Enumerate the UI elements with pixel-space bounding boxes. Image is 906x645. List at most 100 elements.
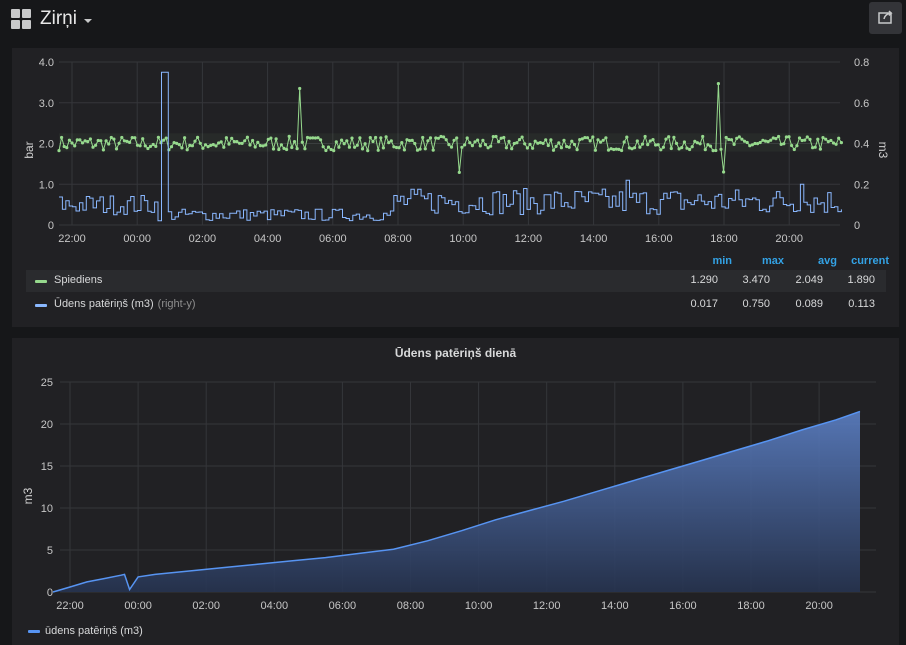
data-point xyxy=(693,139,697,143)
data-point xyxy=(114,147,119,151)
data-point xyxy=(580,137,584,141)
data-point xyxy=(688,147,692,152)
legend-header-min[interactable]: min xyxy=(712,255,732,267)
data-point xyxy=(818,147,823,151)
data-point xyxy=(122,139,126,143)
x-tick-label: 12:00 xyxy=(533,600,561,612)
data-point xyxy=(436,136,440,140)
data-point xyxy=(695,141,700,145)
data-point xyxy=(622,140,626,144)
data-point xyxy=(790,143,794,148)
legend-label-suffix: (right-y) xyxy=(157,298,196,310)
data-point xyxy=(651,138,655,142)
data-point xyxy=(567,145,571,149)
data-point xyxy=(146,146,150,151)
dashboard-title[interactable]: Zirņi xyxy=(40,8,77,29)
data-point xyxy=(138,144,142,148)
data-point xyxy=(745,140,749,145)
data-point xyxy=(313,136,317,140)
data-point xyxy=(536,141,540,145)
pressure-chart[interactable]: 0 1.0 2.0 3.0 4.0 0 0.2 0.4 0.6 0.8 22:00 00:00 02… xyxy=(12,48,899,248)
data-point xyxy=(167,148,171,152)
legend-item-daily[interactable]: ūdens patēriņš (m3) xyxy=(28,625,143,637)
legend-header-current[interactable]: current xyxy=(851,255,889,267)
share-button[interactable] xyxy=(869,2,902,34)
data-point xyxy=(740,137,744,141)
y-tick-label: 0 xyxy=(47,587,53,599)
data-point xyxy=(826,140,830,144)
data-point xyxy=(99,139,103,143)
data-point xyxy=(570,139,574,143)
daily-usage-chart[interactable]: 0 5 10 15 20 25 22:00 00:00 02:00 04:00 06:00 08:0… xyxy=(12,338,899,618)
data-point xyxy=(148,144,153,148)
data-point xyxy=(183,136,187,140)
x-tick-label: 08:00 xyxy=(397,600,425,612)
data-point xyxy=(206,145,210,149)
series-line xyxy=(52,410,861,593)
data-point xyxy=(379,136,383,140)
data-point xyxy=(701,134,705,139)
panel-title[interactable]: Ūdens patēriņš dienā xyxy=(394,346,517,360)
data-point xyxy=(67,138,71,142)
data-point xyxy=(643,134,647,139)
y2-tick-label: 0 xyxy=(854,220,860,232)
x-tick-label: 00:00 xyxy=(124,600,152,612)
data-point xyxy=(672,135,676,139)
data-point xyxy=(585,136,590,140)
data-point xyxy=(507,139,511,143)
chevron-down-icon[interactable] xyxy=(84,19,92,23)
y-axis-title: bar xyxy=(22,141,36,158)
data-point xyxy=(60,135,64,140)
data-point xyxy=(627,146,632,150)
data-point xyxy=(248,143,252,147)
legend-header-max[interactable]: max xyxy=(761,255,784,267)
data-point xyxy=(591,135,595,139)
data-point xyxy=(455,136,459,140)
legend-value-min: 0.017 xyxy=(690,298,718,310)
data-point xyxy=(211,143,215,147)
data-point xyxy=(371,139,375,144)
legend-item-spiediens[interactable]: Spiediens 1.290 3.470 2.049 1.890 xyxy=(26,270,886,292)
data-point xyxy=(625,135,629,139)
x-tick-label: 20:00 xyxy=(775,233,803,245)
data-point xyxy=(264,143,268,147)
data-point xyxy=(633,146,637,150)
legend-header-avg[interactable]: avg xyxy=(818,255,837,267)
data-point xyxy=(769,138,773,142)
data-point xyxy=(363,142,367,146)
data-point xyxy=(442,135,446,139)
y-tick-label: 25 xyxy=(41,377,53,389)
data-point xyxy=(546,143,550,148)
data-point xyxy=(86,140,90,144)
data-point xyxy=(648,139,652,143)
data-point xyxy=(237,141,242,145)
data-point xyxy=(452,138,456,142)
data-point xyxy=(593,148,598,152)
data-point xyxy=(408,139,412,143)
data-point xyxy=(75,138,79,142)
data-point xyxy=(366,149,370,153)
data-point xyxy=(96,138,100,143)
data-point xyxy=(321,145,325,149)
x-tick-label: 04:00 xyxy=(254,233,282,245)
data-point xyxy=(667,135,671,139)
data-point xyxy=(172,141,176,145)
data-point xyxy=(410,138,414,142)
data-point xyxy=(724,135,728,140)
data-point xyxy=(334,140,338,144)
series-area xyxy=(53,411,860,592)
data-point xyxy=(821,136,825,140)
data-point xyxy=(413,141,417,146)
data-point xyxy=(473,140,477,144)
legend-value-avg: 0.089 xyxy=(795,298,823,310)
dashboard-grid-icon[interactable] xyxy=(11,9,31,29)
data-point xyxy=(282,146,286,150)
data-point xyxy=(483,143,488,147)
legend-item-udens[interactable]: Ūdens patēriņš (m3) (right-y) 0.017 0.750… xyxy=(26,294,886,316)
y2-tick-label: 0.6 xyxy=(854,98,869,110)
data-point xyxy=(554,144,558,148)
data-point xyxy=(533,139,537,143)
data-point xyxy=(177,143,181,147)
data-point xyxy=(421,135,425,140)
data-point xyxy=(426,139,430,143)
